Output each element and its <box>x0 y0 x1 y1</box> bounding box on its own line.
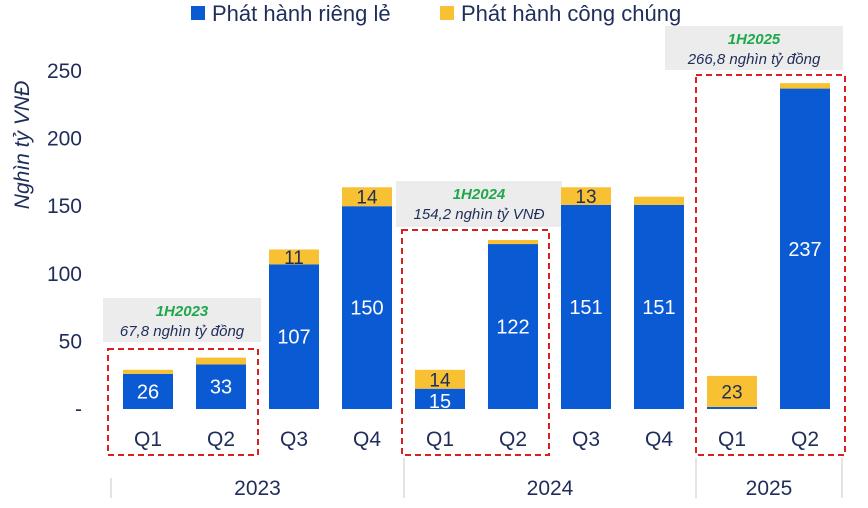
data-label-public: 13 <box>575 187 596 208</box>
data-label-public: 23 <box>721 382 742 403</box>
annotation-box <box>665 26 843 70</box>
x-tick-label: Q1 <box>134 428 162 451</box>
bar-public-segment <box>269 249 319 265</box>
x-tick-label: Q3 <box>280 428 308 451</box>
data-label-private: 237 <box>788 239 821 261</box>
legend: Phát hành riêng lẻ Phát hành công chúng <box>191 1 681 26</box>
bar-public-segment <box>488 240 538 245</box>
x-tick-label: Q4 <box>353 428 381 451</box>
x-axis-categories: Q1 Q2 Q3 Q4 Q1 Q2 Q3 Q4 Q1 Q2 <box>134 428 819 451</box>
x-tick-label: Q2 <box>207 428 235 451</box>
legend-swatch-private <box>191 6 205 20</box>
legend-label-public: Phát hành công chúng <box>461 1 681 26</box>
y-axis-label: Nghìn tỷ VNĐ <box>11 81 34 209</box>
bar-public-segment <box>196 357 246 365</box>
half-year-highlight-box <box>401 229 550 456</box>
bar-private-segment <box>269 264 319 409</box>
y-tick-label: 150 <box>47 195 82 218</box>
annotation-title: 1H2024 <box>453 186 506 203</box>
data-label-public: 11 <box>284 248 304 269</box>
y-axis-ticks: - 50 100 150 200 250 <box>47 60 82 421</box>
y-tick-label: 100 <box>47 263 82 286</box>
y-tick-label: 50 <box>59 330 82 353</box>
data-label-private: 122 <box>496 317 529 339</box>
bar-private-segment <box>780 88 830 410</box>
data-label-private: 151 <box>569 297 602 319</box>
data-label-private: 107 <box>277 327 310 349</box>
data-label-public: 14 <box>356 188 378 209</box>
x-tick-label: Q1 <box>718 428 746 451</box>
bar-private-segment <box>707 406 757 409</box>
bar-public-segment <box>634 196 684 205</box>
data-label-private: 33 <box>210 377 232 399</box>
bar-public-segment <box>561 187 611 205</box>
x-tick-label: Q2 <box>499 428 527 451</box>
y-tick-label: 250 <box>47 60 82 83</box>
annotation-box <box>396 181 562 227</box>
year-label: 2024 <box>527 477 574 500</box>
bar-private-segment <box>634 204 684 409</box>
data-label-private: 15 <box>429 391 451 413</box>
bar-public-segment <box>780 83 830 89</box>
bar-private-segment <box>123 373 173 409</box>
bar-private-segment <box>196 364 246 409</box>
y-tick-label: - <box>75 398 82 421</box>
bar-private-segment <box>561 204 611 409</box>
bar-public-segment <box>707 375 757 407</box>
half-year-highlights <box>107 74 846 456</box>
x-tick-label: Q4 <box>645 428 673 451</box>
legend-label-private: Phát hành riêng lẻ <box>212 1 391 26</box>
annotation-text: 266,8 nghìn tỷ đồng <box>687 51 821 68</box>
annotation-text: 154,2 nghìn tỷ VNĐ <box>414 206 545 223</box>
data-label-public: 14 <box>429 370 451 391</box>
x-tick-label: Q3 <box>572 428 600 451</box>
half-year-highlight-box <box>107 348 259 456</box>
bar-private-segment <box>342 206 392 409</box>
annotation-title: 1H2023 <box>156 303 209 320</box>
bar-public-segment <box>123 369 173 374</box>
year-label: 2023 <box>234 477 281 500</box>
bar-private-segment <box>415 388 465 409</box>
y-tick-label: 200 <box>47 128 82 151</box>
bar-public-segment <box>415 369 465 389</box>
x-tick-label: Q2 <box>791 428 819 451</box>
annotation-text: 67,8 nghìn tỷ đồng <box>120 323 245 340</box>
bar-private-segment <box>488 244 538 409</box>
x-tick-label: Q1 <box>426 428 454 451</box>
half-year-highlight-box <box>695 74 846 456</box>
data-label-private: 150 <box>350 298 383 320</box>
legend-swatch-public <box>440 6 454 20</box>
data-label-private: 151 <box>642 297 675 319</box>
annotation-boxes: 1H2023 67,8 nghìn tỷ đồng 1H2024 154,2 nghì… <box>103 26 843 342</box>
year-label: 2025 <box>746 477 793 500</box>
bar-public-segment <box>342 187 392 207</box>
x-axis-years: 2023 2024 2025 <box>110 458 843 500</box>
annotation-title: 1H2025 <box>728 31 781 48</box>
annotation-box <box>103 298 261 342</box>
data-label-private: 26 <box>137 381 159 403</box>
